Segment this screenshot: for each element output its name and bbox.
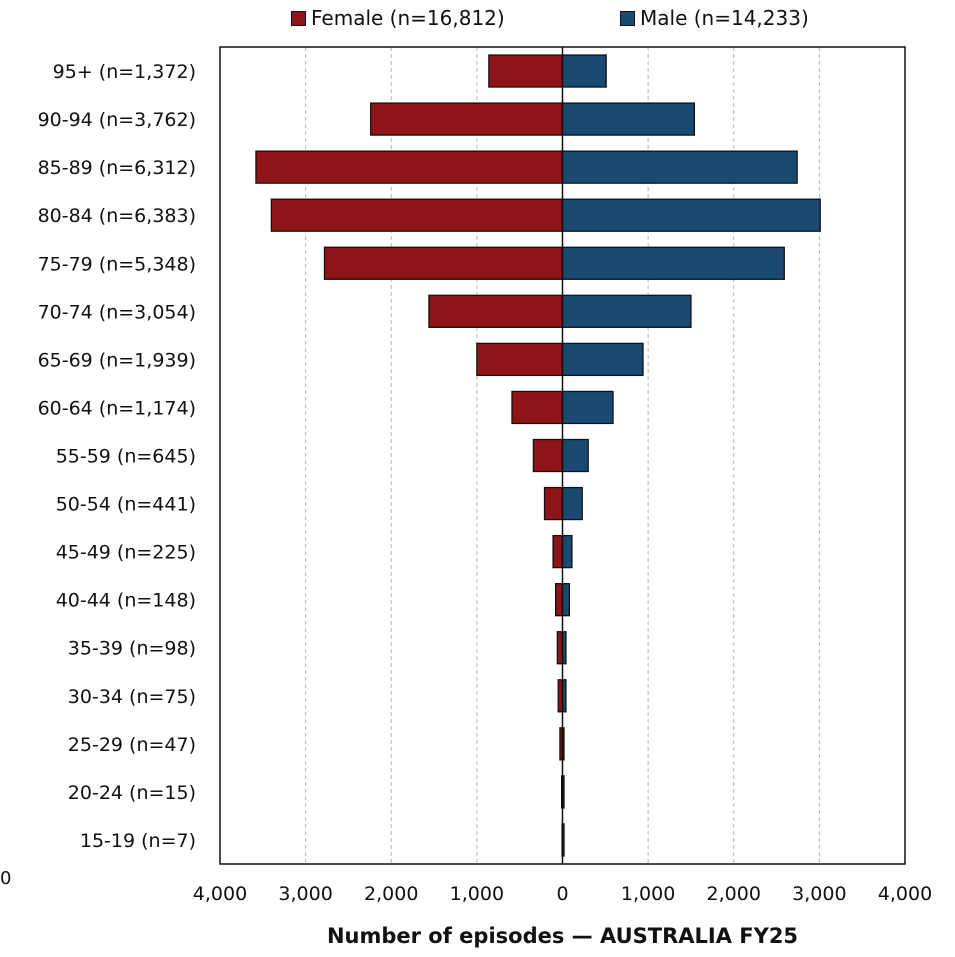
bar-male-1 xyxy=(561,102,696,136)
legend-item-male: Male (n=14,233) xyxy=(620,6,809,30)
x-tick-label-2: 2,000 xyxy=(364,883,418,905)
x-tick-label-0: 4,000 xyxy=(193,883,247,905)
y-tick-label-6: 65-69 (n=1,939) xyxy=(38,349,196,371)
y-tick-label-11: 40-44 (n=148) xyxy=(56,590,196,612)
bar-male-3 xyxy=(561,198,821,232)
bar-female-8 xyxy=(532,438,564,473)
x-tick-label-3: 1,000 xyxy=(450,883,504,905)
legend-label-male: Male (n=14,233) xyxy=(640,6,809,30)
bar-female-9 xyxy=(543,486,564,521)
bar-female-4 xyxy=(323,246,564,280)
y-tick-label-1: 90-94 (n=3,762) xyxy=(38,109,196,131)
y-tick-label-7: 60-64 (n=1,174) xyxy=(38,397,196,419)
y-tick-label-9: 50-54 (n=441) xyxy=(56,494,196,516)
y-tick-label-2: 85-89 (n=6,312) xyxy=(38,157,196,179)
x-tick-label-7: 3,000 xyxy=(792,883,846,905)
bar-female-3 xyxy=(270,198,564,232)
y-tick-label-0: 95+ (n=1,372) xyxy=(53,61,196,83)
bar-female-0 xyxy=(488,54,564,88)
y-tick-label-13: 30-34 (n=75) xyxy=(68,686,196,708)
bar-female-7 xyxy=(511,390,564,425)
bar-male-8 xyxy=(561,438,589,473)
x-tick-label-6: 2,000 xyxy=(707,883,761,905)
y-tick-label-15: 20-24 (n=15) xyxy=(68,782,196,804)
bar-male-6 xyxy=(561,342,644,377)
bar-female-1 xyxy=(370,102,564,136)
bar-male-10 xyxy=(561,534,573,569)
bar-female-11 xyxy=(555,583,564,617)
bar-female-10 xyxy=(552,534,564,569)
bar-male-7 xyxy=(561,390,614,425)
x-tick-label-8: 4,000 xyxy=(878,883,932,905)
bar-male-4 xyxy=(561,246,785,280)
y-tick-label-3: 80-84 (n=6,383) xyxy=(38,205,196,227)
bar-male-9 xyxy=(561,486,583,521)
x-tick-label-1: 3,000 xyxy=(278,883,332,905)
bar-male-0 xyxy=(561,54,607,88)
x-tick-label-4: 0 xyxy=(556,883,568,905)
x-axis-title: Number of episodes — AUSTRALIA FY25 xyxy=(326,924,799,948)
bar-female-2 xyxy=(255,150,564,184)
chart-legend: Female (n=16,812) Male (n=14,233) xyxy=(0,6,955,38)
bar-male-2 xyxy=(561,150,798,184)
bar-female-12 xyxy=(556,631,564,665)
legend-item-female: Female (n=16,812) xyxy=(291,6,505,30)
legend-swatch-male xyxy=(620,10,635,26)
legend-swatch-female xyxy=(291,10,306,26)
stray-zero-label: 0 xyxy=(0,868,12,889)
y-tick-label-14: 25-29 (n=47) xyxy=(68,734,196,756)
y-tick-label-12: 35-39 (n=98) xyxy=(68,638,196,660)
y-tick-label-8: 55-59 (n=645) xyxy=(56,446,196,468)
y-tick-label-10: 45-49 (n=225) xyxy=(56,542,196,564)
bar-male-5 xyxy=(561,294,692,328)
legend-label-female: Female (n=16,812) xyxy=(311,6,505,30)
x-tick-label-5: 1,000 xyxy=(621,883,675,905)
bar-female-6 xyxy=(476,342,564,377)
y-tick-label-4: 75-79 (n=5,348) xyxy=(38,253,196,275)
bar-male-11 xyxy=(561,583,570,617)
y-tick-label-16: 15-19 (n=7) xyxy=(80,830,196,852)
y-tick-label-5: 70-74 (n=3,054) xyxy=(38,301,196,323)
bar-female-5 xyxy=(428,294,564,328)
plot-frame xyxy=(219,46,906,865)
